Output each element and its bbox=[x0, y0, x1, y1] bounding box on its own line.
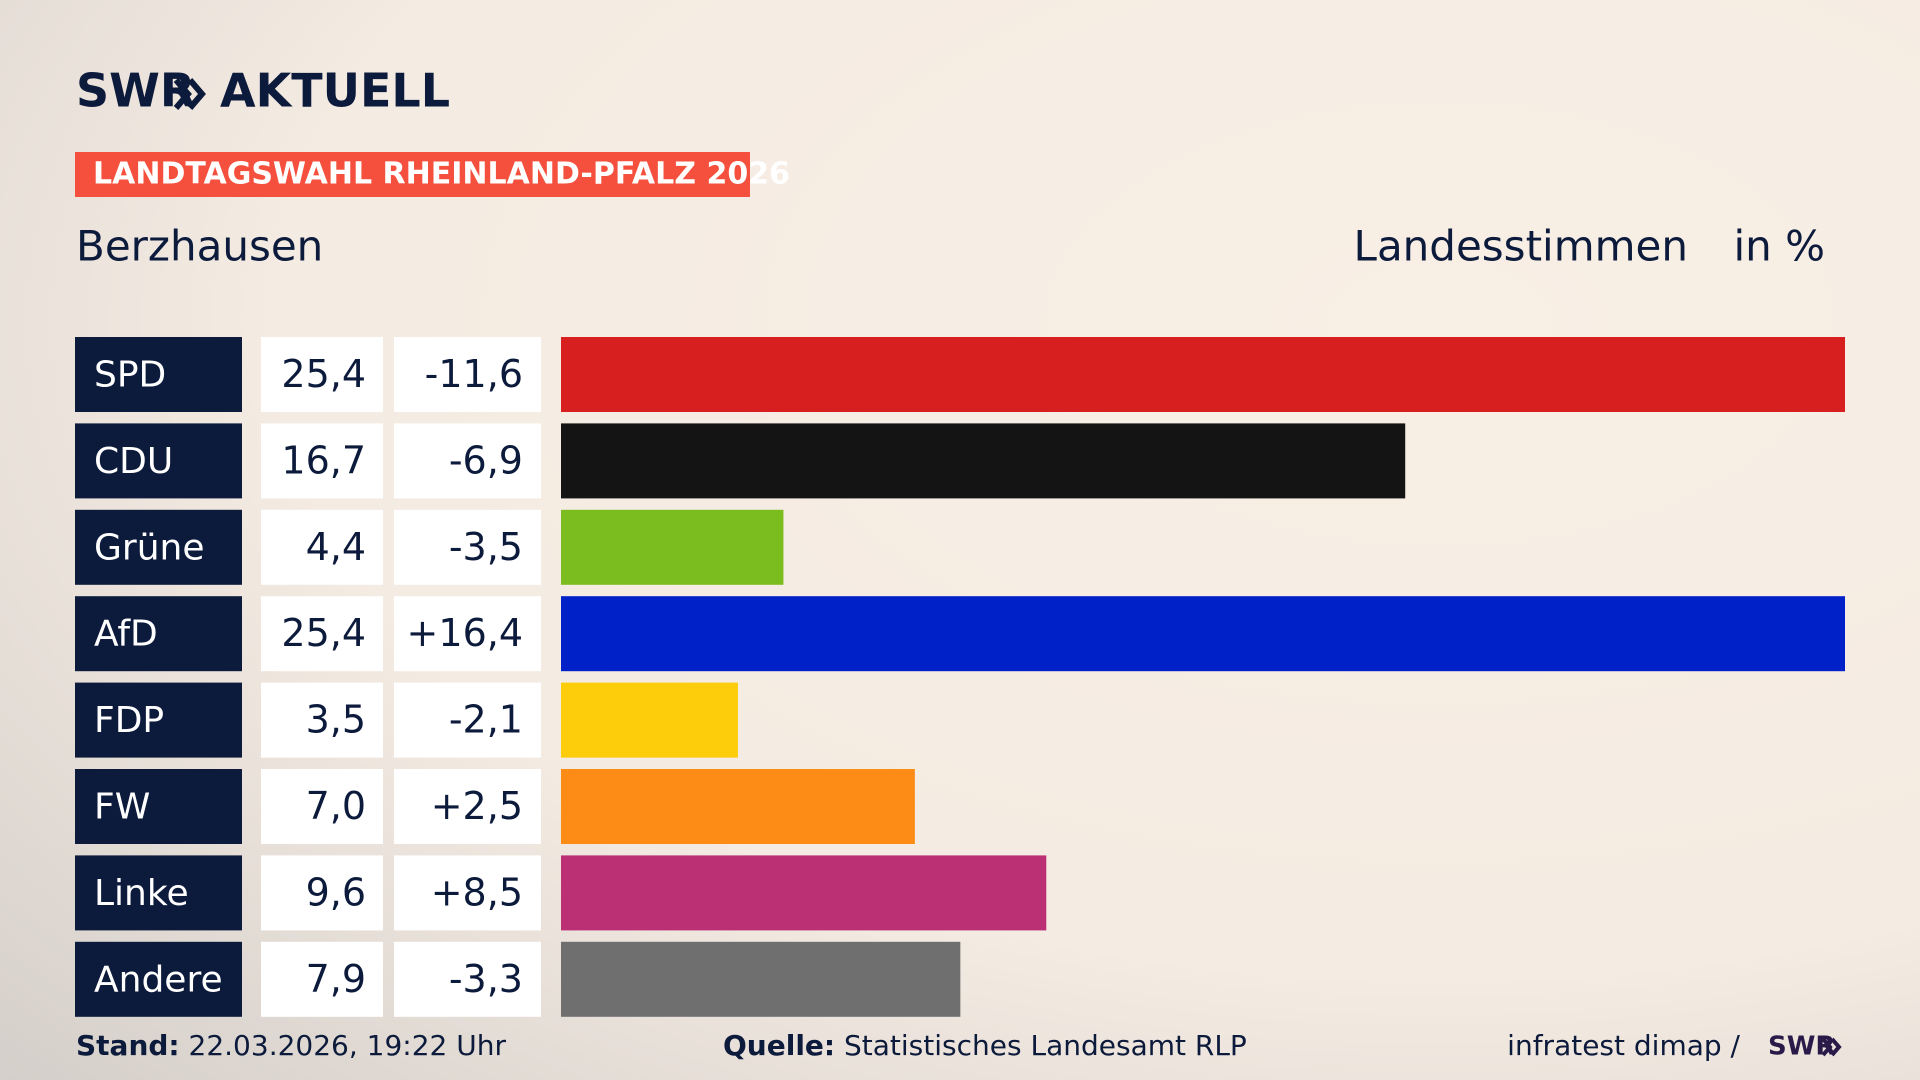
party-label: SPD bbox=[94, 355, 166, 396]
value-box bbox=[261, 941, 383, 1017]
credit-brand: SWR bbox=[1768, 1032, 1835, 1062]
value-label: 25,4 bbox=[281, 611, 366, 655]
bar bbox=[561, 769, 915, 844]
value-box bbox=[261, 769, 383, 844]
change-label: -2,1 bbox=[449, 698, 523, 742]
value-label: 4,4 bbox=[306, 525, 366, 569]
party-label: AfD bbox=[94, 614, 158, 655]
change-label: +8,5 bbox=[431, 870, 523, 914]
date-label: Stand: bbox=[76, 1029, 180, 1062]
party-box bbox=[75, 941, 242, 1017]
party-label: CDU bbox=[94, 441, 173, 482]
bar bbox=[561, 682, 738, 758]
date: 22.03.2026, 19:22 Uhr bbox=[189, 1029, 507, 1062]
value-label: 16,7 bbox=[281, 438, 366, 482]
footer-source: Quelle: Statistisches Landesamt RLP bbox=[723, 1029, 1247, 1062]
title-tag bbox=[75, 152, 750, 197]
source: Statistisches Landesamt RLP bbox=[844, 1029, 1247, 1062]
value-box bbox=[261, 337, 383, 412]
chart-title: LANDTAGSWAHL RHEINLAND-PFALZ 2026 bbox=[93, 157, 790, 192]
value-box bbox=[261, 682, 383, 758]
party-label: Linke bbox=[94, 873, 189, 914]
measure: Landesstimmen bbox=[1354, 222, 1688, 271]
party-box bbox=[75, 682, 242, 758]
change-label: -6,9 bbox=[449, 438, 523, 482]
party-label: FDP bbox=[94, 700, 164, 741]
party-box bbox=[75, 423, 242, 499]
party-box bbox=[75, 509, 242, 585]
change-label: -11,6 bbox=[425, 352, 523, 396]
party-label: Andere bbox=[94, 959, 223, 1000]
value-label: 7,9 bbox=[306, 957, 366, 1001]
change-box bbox=[394, 855, 541, 931]
change-box bbox=[394, 509, 541, 585]
change-label: -3,3 bbox=[449, 957, 523, 1001]
footer-date: Stand: 22.03.2026, 19:22 Uhr bbox=[76, 1029, 506, 1062]
party-box bbox=[75, 337, 242, 412]
bar bbox=[561, 423, 1406, 499]
party-label: FW bbox=[94, 787, 150, 828]
credit: infratest dimap / bbox=[1507, 1029, 1740, 1062]
value-label: 7,0 bbox=[306, 784, 366, 828]
change-box bbox=[394, 682, 541, 758]
source-label: Quelle: bbox=[723, 1029, 835, 1062]
change-label: -3,5 bbox=[449, 525, 523, 569]
party-label: Grüne bbox=[94, 527, 204, 568]
change-box bbox=[394, 337, 541, 412]
change-box bbox=[394, 596, 541, 672]
bar bbox=[561, 596, 1845, 672]
change-label: +16,4 bbox=[407, 611, 523, 655]
bar bbox=[561, 855, 1047, 931]
value-label: 25,4 bbox=[281, 352, 366, 396]
change-box bbox=[394, 941, 541, 1017]
brand-suffix: AKTUELL bbox=[220, 64, 450, 118]
bar bbox=[561, 941, 961, 1017]
party-box bbox=[75, 769, 242, 844]
change-box bbox=[394, 769, 541, 844]
value-label: 9,6 bbox=[306, 870, 366, 914]
brand-chevrons bbox=[173, 78, 206, 110]
party-box bbox=[75, 596, 242, 672]
credit-chevrons bbox=[1821, 1037, 1842, 1057]
brand: SWR bbox=[76, 64, 195, 118]
change-label: +2,5 bbox=[431, 784, 523, 828]
bar bbox=[561, 509, 784, 585]
rows: SPD 25,4 -11,6 CDU 16,7 -6,9 Grüne 4,4 -3,5 AfD 25… bbox=[75, 337, 1845, 1017]
value-box bbox=[261, 509, 383, 585]
value-box bbox=[261, 855, 383, 931]
change-box bbox=[394, 423, 541, 499]
value-box bbox=[261, 423, 383, 499]
party-box bbox=[75, 855, 242, 931]
value-box bbox=[261, 596, 383, 672]
value-label: 3,5 bbox=[306, 698, 366, 742]
unit: in % bbox=[1733, 222, 1825, 271]
subtitle: Berzhausen bbox=[76, 222, 323, 271]
bar bbox=[561, 337, 1845, 412]
